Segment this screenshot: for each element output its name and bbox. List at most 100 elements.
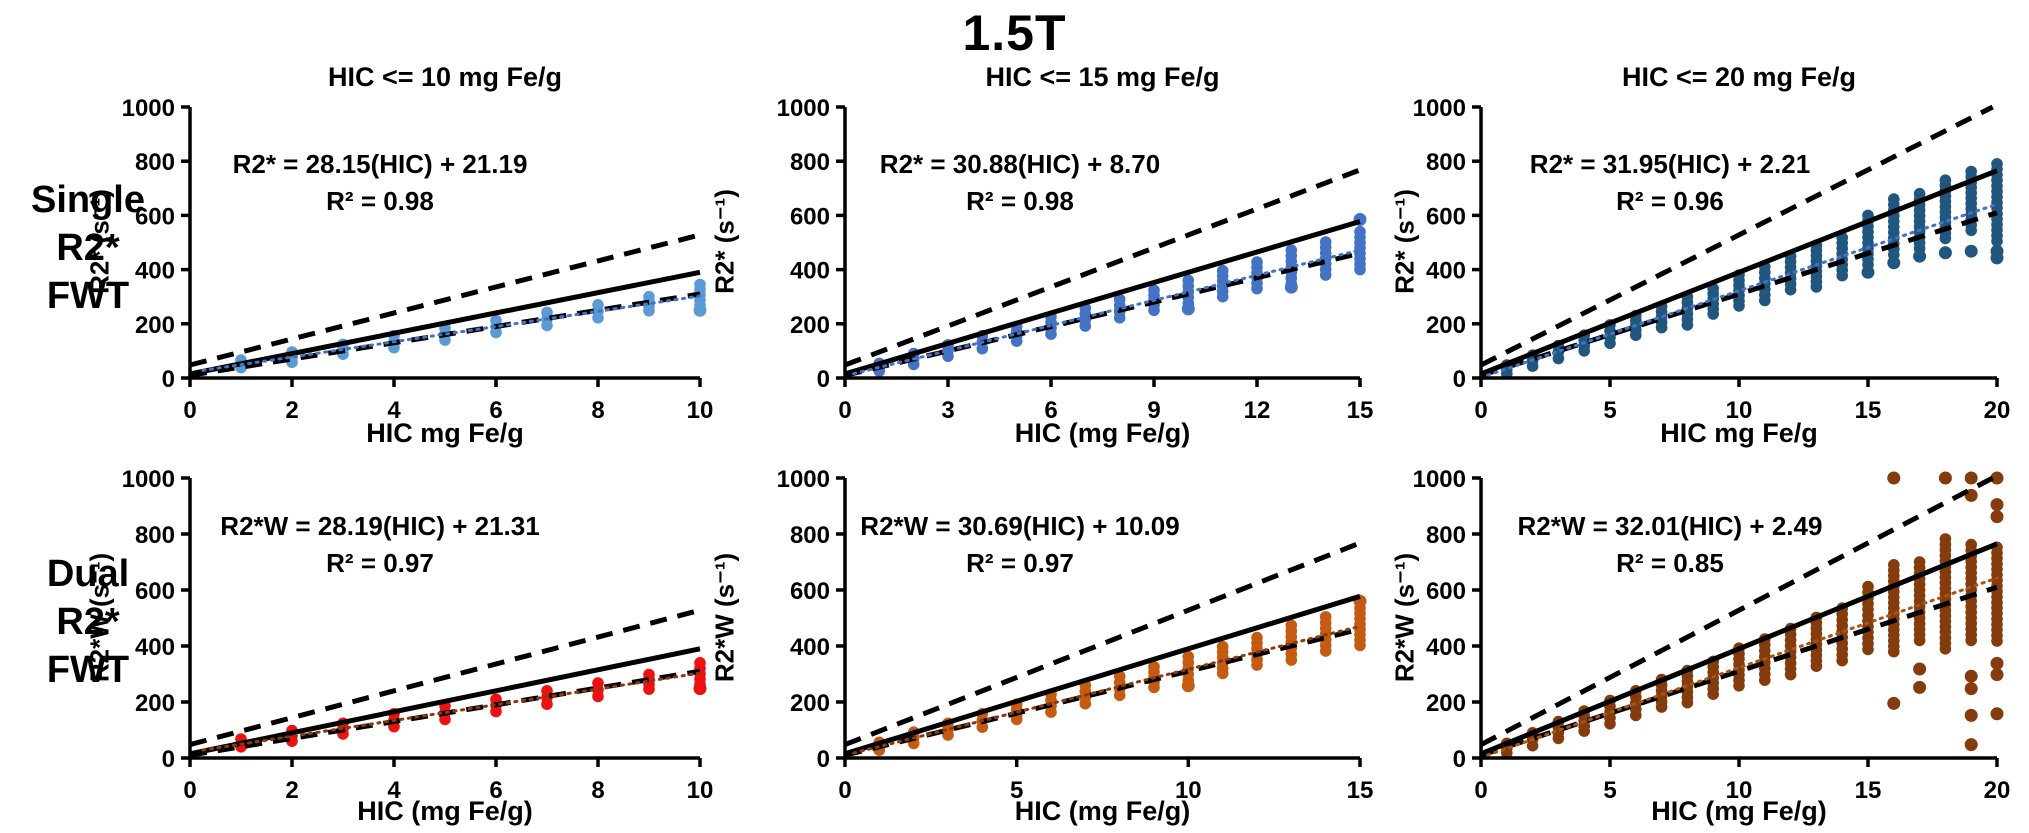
y-tick-label: 400 [790, 634, 830, 661]
x-tick-label: 2 [285, 397, 298, 424]
plot-dual-r2w-hic10: 0 200 400 600 800 1000 0 2 4 6 8 10 [122, 466, 714, 804]
tick-labels: 0 200 400 600 800 1000 0 5 10 15 [777, 466, 1374, 804]
row-label-line: FWT [46, 649, 130, 691]
y-tick-label: 200 [135, 312, 175, 339]
figure-title: 1.5T [962, 5, 1067, 61]
equation-text: R2* = 30.88(HIC) + 8.70 [879, 149, 1161, 179]
y-tick-label: 200 [790, 690, 830, 717]
y-tick-label: 200 [790, 312, 830, 339]
equation-text: R2*W = 30.69(HIC) + 10.09 [860, 511, 1180, 541]
outlier-point [1861, 265, 1875, 279]
axes [1472, 105, 1999, 387]
outlier-point [693, 682, 707, 696]
x-tick-label: 3 [941, 397, 954, 424]
equation-text: R2*W = 32.01(HIC) + 2.49 [1517, 511, 1823, 541]
x-tick-label: 15 [1855, 397, 1882, 424]
plot-dual-r2w-hic15: 0 200 400 600 800 1000 0 5 10 15 [777, 466, 1374, 804]
solid-reference-line [189, 269, 701, 377]
y-tick-label: 600 [1426, 203, 1466, 230]
x-tick-label: 0 [838, 397, 851, 424]
equation-text: R2*W = 28.19(HIC) + 21.31 [220, 511, 540, 541]
solid-reference-line [844, 593, 1361, 757]
x-tick-label: 8 [591, 777, 604, 804]
solid-reference-line [189, 646, 701, 757]
r-squared-text: R² = 0.85 [1616, 548, 1724, 578]
x-tick-label: 0 [1474, 777, 1487, 804]
y-tick-label: 600 [790, 578, 830, 605]
x-tick-label: 6 [489, 397, 502, 424]
plot-single-r2-hic10: 0 200 400 600 800 1000 0 2 4 6 8 10 [122, 95, 714, 424]
row-label-dual-r2-fwt: Dual R2* FWT [8, 550, 168, 694]
x-tick-label: 8 [591, 397, 604, 424]
x-tick-label: 20 [1984, 397, 2011, 424]
y-tick-label: 400 [135, 258, 175, 285]
x-tick-label: 10 [687, 777, 714, 804]
panel-title-hic10: HIC <= 10 mg Fe/g [327, 62, 563, 92]
axes [1472, 476, 1999, 767]
y-tick-label: 400 [1426, 634, 1466, 661]
equation-block-single-hic15: R2* = 30.88(HIC) + 8.70 R² = 0.98 [800, 146, 1240, 220]
x-tick-label: 0 [183, 397, 196, 424]
x-tick-label: 0 [1474, 397, 1487, 424]
y-tick-label: 800 [1426, 522, 1466, 549]
r-squared-text: R² = 0.97 [966, 548, 1074, 578]
r-squared-text: R² = 0.96 [1616, 186, 1724, 216]
reference-lines [189, 607, 701, 758]
x-tick-label: 0 [838, 777, 851, 804]
x-axis-label: HIC mg Fe/g [1660, 418, 1818, 448]
outlier-point [1913, 662, 1927, 676]
x-tick-label: 0 [183, 777, 196, 804]
y-tick-label: 600 [1426, 578, 1466, 605]
x-axis-label: HIC (mg Fe/g) [1014, 418, 1191, 448]
fit-dotted-line [852, 248, 1362, 376]
r-squared-text: R² = 0.98 [326, 186, 434, 216]
equation-block-dual-hic15: R2*W = 30.69(HIC) + 10.09 R² = 0.97 [800, 508, 1240, 582]
y-tick-label: 1000 [1413, 466, 1466, 493]
upper-dashed-line [1479, 104, 1994, 368]
x-tick-label: 12 [1244, 397, 1271, 424]
reference-lines [844, 540, 1361, 758]
y-tick-label: 1000 [1413, 95, 1466, 122]
upper-dashed-line [1479, 475, 1994, 747]
outlier-point [1938, 246, 1952, 260]
outlier-point [1964, 708, 1978, 722]
row-label-line: R2* [56, 227, 120, 269]
fit-dotted-line [1486, 202, 1999, 377]
y-tick-label: 0 [817, 746, 830, 773]
solid-reference-line [1480, 168, 1998, 377]
upper-dashed-line [189, 607, 701, 748]
plot-single-r2-hic20: 0 200 400 600 800 1000 0 5 10 15 20 [1413, 95, 2011, 424]
y-tick-label: 200 [1426, 312, 1466, 339]
tick-labels: 0 200 400 600 800 1000 0 2 4 6 8 10 [122, 466, 714, 804]
y-tick-label: 400 [790, 258, 830, 285]
fit-dotted-line [852, 624, 1362, 755]
equation-block-dual-hic10: R2*W = 28.19(HIC) + 21.31 R² = 0.97 [160, 508, 600, 582]
equation-block-single-hic20: R2* = 31.95(HIC) + 2.21 R² = 0.96 [1450, 146, 1890, 220]
outlier-point [693, 303, 707, 317]
x-tick-label: 5 [1603, 777, 1616, 804]
y-tick-label: 0 [1453, 746, 1466, 773]
equation-text: R2* = 28.15(HIC) + 21.19 [232, 149, 528, 179]
outlier-point [1990, 251, 2004, 265]
outlier-point [1887, 471, 1901, 485]
outlier-point [1913, 680, 1927, 694]
equation-text: R2* = 31.95(HIC) + 2.21 [1529, 149, 1811, 179]
x-tick-label: 5 [1603, 397, 1616, 424]
tick-labels: 0 200 400 600 800 1000 0 5 10 15 20 [1413, 95, 2011, 424]
x-tick-label: 4 [387, 397, 401, 424]
fit-dotted-line [201, 671, 702, 752]
x-tick-label: 6 [489, 777, 502, 804]
outlier-point [1887, 696, 1901, 710]
outlier-point [1990, 471, 2004, 485]
x-axis-label: HIC (mg Fe/g) [1014, 796, 1191, 826]
solid-reference-line [844, 219, 1361, 377]
axes [181, 105, 702, 387]
panel-title-hic15: HIC <= 15 mg Fe/g [985, 62, 1220, 92]
y-tick-label: 1000 [777, 466, 830, 493]
row-label-single-r2-fwt: Single R2* FWT [8, 176, 168, 320]
x-tick-label: 20 [1984, 777, 2011, 804]
solid-reference-line [1480, 541, 1998, 757]
r-squared-text: R² = 0.98 [966, 186, 1074, 216]
y-tick-label: 800 [135, 522, 175, 549]
y-tick-label: 1000 [777, 95, 830, 122]
